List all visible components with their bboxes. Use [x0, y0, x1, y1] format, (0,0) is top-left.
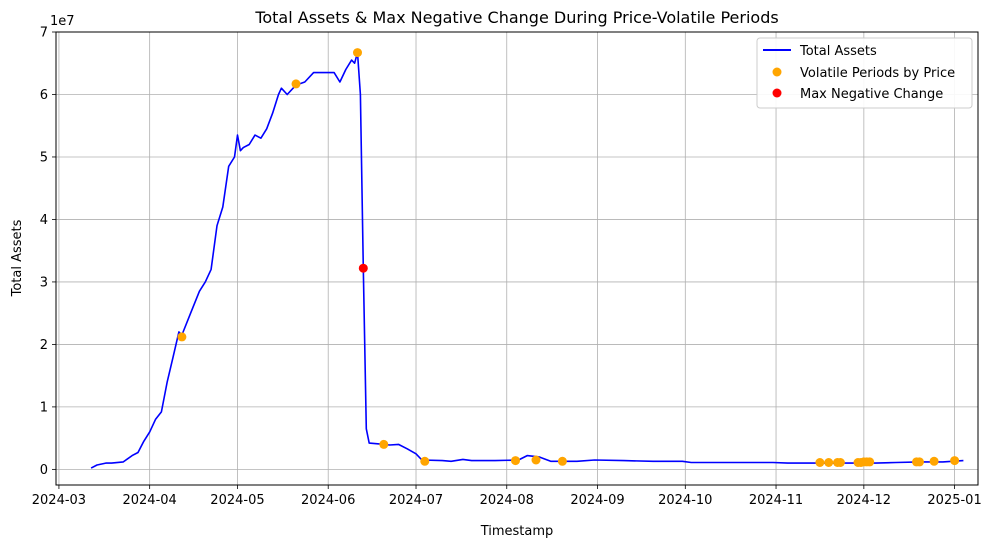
- y-tick-label: 7: [40, 26, 48, 41]
- volatile-period-point: [824, 458, 834, 467]
- legend-box: [756, 37, 973, 109]
- x-tick-label: 2024-09: [570, 493, 624, 508]
- legend-label-total-assets: Total Assets: [799, 44, 877, 59]
- volatile-period-point: [420, 456, 430, 466]
- x-tick-label: 2024-07: [389, 493, 443, 508]
- y-tick-label: 4: [40, 213, 48, 228]
- legend-label-volatile: Volatile Periods by Price: [800, 66, 955, 81]
- legend: Total Assets Volatile Periods by Price M…: [756, 37, 973, 109]
- chart-title: Total Assets & Max Negative Change Durin…: [254, 8, 778, 27]
- volatile-period-point: [835, 458, 845, 467]
- y-tick-label: 0: [40, 463, 48, 478]
- volatile-period-point: [929, 456, 939, 466]
- x-tick-label: 2024-06: [301, 493, 355, 508]
- axis-ticks: 2024-03 2024-04 2024-05 2024-06 2024-07 2024-…: [32, 26, 982, 509]
- volatile-period-point: [815, 458, 825, 467]
- x-axis-label: Timestamp: [480, 524, 554, 539]
- series-layer: [90, 48, 964, 469]
- volatile-period-point: [557, 456, 567, 466]
- legend-orange-swatch: [772, 67, 782, 77]
- volatile-period-point: [177, 332, 187, 342]
- volatile-period-point: [865, 457, 875, 467]
- x-tick-label: 2024-11: [749, 493, 803, 508]
- x-tick-label: 2024-04: [122, 493, 176, 508]
- volatile-period-point: [353, 48, 362, 58]
- volatile-period-point: [915, 457, 924, 467]
- volatile-period-point: [291, 79, 301, 89]
- x-tick-label: 2024-05: [210, 493, 264, 508]
- legend-red-swatch: [772, 88, 782, 98]
- x-tick-label: 2025-01: [927, 493, 981, 508]
- x-tick-label: 2024-10: [658, 493, 712, 508]
- volatile-period-point: [950, 456, 960, 466]
- plot-frame: [55, 31, 979, 486]
- x-tick-label: 2024-08: [480, 493, 534, 508]
- x-tick-label: 2024-12: [837, 493, 891, 508]
- y-tick-label: 5: [40, 150, 48, 165]
- y-axis-label: Total Assets: [10, 219, 25, 297]
- legend-label-max-negative: Max Negative Change: [800, 87, 943, 102]
- volatile-period-point: [379, 439, 389, 449]
- y-tick-label: 2: [40, 338, 48, 353]
- y-tick-label: 6: [40, 88, 48, 103]
- y-offset-label: 1e7: [50, 14, 75, 29]
- y-tick-label: 3: [40, 275, 48, 290]
- volatile-period-point: [511, 456, 520, 466]
- y-tick-label: 1: [40, 400, 48, 415]
- x-tick-label: 2024-03: [32, 493, 86, 508]
- max-negative-change-point: [358, 263, 368, 273]
- volatile-period-point: [531, 455, 541, 465]
